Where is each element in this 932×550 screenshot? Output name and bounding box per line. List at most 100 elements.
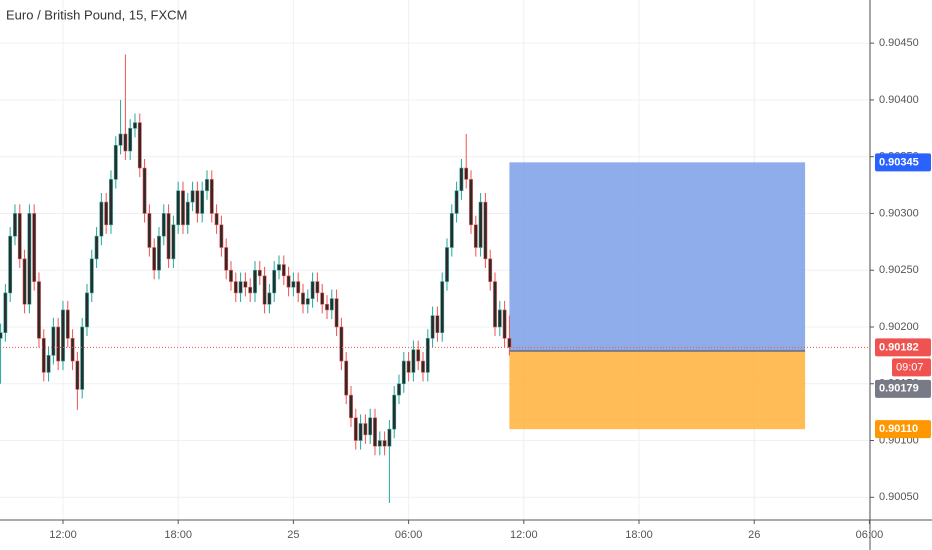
- candle-body: [392, 394, 397, 430]
- candle-body: [473, 224, 478, 248]
- stop-label-box: [875, 420, 931, 439]
- countdown: 09:07: [896, 361, 924, 373]
- candle-body: [89, 258, 94, 294]
- candle-body: [200, 190, 205, 214]
- candle-body: [267, 292, 272, 305]
- candle-body: [224, 247, 229, 271]
- candle-body: [219, 224, 224, 248]
- candle-body: [32, 213, 37, 282]
- candle-body: [176, 190, 181, 226]
- x-tick-label: 12:00: [510, 529, 538, 541]
- candle-body: [214, 213, 219, 226]
- candle-body: [286, 275, 291, 288]
- last-price-label-box: [875, 338, 931, 357]
- candle-body: [449, 213, 454, 248]
- x-tick-label: 06:00: [856, 529, 884, 541]
- candle-body: [397, 383, 401, 396]
- candle-body: [56, 326, 61, 362]
- candle-body: [166, 213, 171, 260]
- target-label: 0.90345: [879, 156, 919, 168]
- x-tick-label: 12:00: [49, 529, 77, 541]
- y-tick-label: 0.90450: [879, 37, 919, 49]
- candle-body: [305, 298, 310, 305]
- candle-body: [113, 145, 118, 180]
- candle-body: [109, 179, 113, 226]
- profit-zone: [509, 162, 806, 351]
- entry-label: 0.90179: [879, 383, 919, 395]
- candle-body: [142, 167, 147, 214]
- candle-body: [310, 281, 315, 299]
- stop-label: 0.90110: [879, 423, 918, 435]
- candle-body: [37, 281, 41, 339]
- candle-body: [253, 269, 257, 294]
- candle-body: [339, 326, 344, 362]
- candle-body: [325, 303, 329, 311]
- candle-body: [233, 281, 238, 294]
- candle-body: [94, 235, 99, 260]
- candle-body: [128, 127, 133, 152]
- x-tick-label: 06:00: [395, 529, 423, 541]
- candle-body: [416, 349, 421, 362]
- y-tick-label: 0.90400: [879, 94, 919, 106]
- candle-body: [497, 309, 502, 328]
- candle-body: [46, 355, 51, 373]
- candle-body: [157, 235, 161, 271]
- y-tick-label: 0.90250: [879, 264, 919, 276]
- candle-body: [425, 338, 430, 373]
- candle-body: [411, 349, 416, 373]
- candle-body: [464, 167, 469, 180]
- candle-body: [387, 428, 392, 447]
- y-tick-label: 0.90200: [879, 321, 919, 333]
- candle-body: [41, 338, 46, 373]
- y-tick-label: 0.90050: [879, 491, 919, 503]
- candle-body: [401, 360, 406, 385]
- candle-body: [209, 179, 214, 214]
- candle-body: [382, 440, 387, 447]
- candle-body: [358, 423, 363, 441]
- candle-body: [161, 213, 166, 237]
- candle-body: [507, 338, 512, 348]
- candle-body: [51, 326, 56, 356]
- candle-body: [296, 281, 301, 294]
- candle-body: [421, 360, 425, 373]
- candle-body: [80, 326, 85, 390]
- candle-body: [3, 292, 8, 333]
- candle-body: [435, 315, 440, 333]
- candle-body: [22, 258, 27, 305]
- candle-body: [229, 269, 233, 282]
- candle-body: [377, 440, 382, 447]
- candle-body: [320, 292, 325, 305]
- candle-body: [171, 224, 176, 260]
- candle-body: [257, 269, 262, 277]
- candle-body: [248, 286, 253, 294]
- candle-body: [85, 292, 89, 328]
- candle-body: [243, 281, 248, 288]
- chart-title: Euro / British Pound, 15, FXCM: [6, 7, 187, 22]
- candle-body: [363, 423, 368, 436]
- candle-body: [329, 298, 334, 311]
- candle-body: [152, 247, 157, 271]
- candle-body: [368, 417, 373, 436]
- candle-body: [181, 190, 185, 226]
- candle-body: [493, 281, 497, 328]
- candle-body: [277, 264, 281, 271]
- y-tick-label: 0.90300: [879, 207, 919, 219]
- candle-body: [137, 122, 142, 169]
- candle-body: [70, 338, 75, 362]
- candle-body: [13, 213, 17, 237]
- x-tick-label: 25: [287, 529, 299, 541]
- candle-body: [65, 309, 70, 339]
- candle-body: [291, 281, 296, 288]
- candle-body: [373, 417, 377, 447]
- candle-body: [75, 360, 80, 390]
- candle-body: [445, 247, 449, 282]
- entry-label-box: [875, 379, 931, 398]
- candle-body: [133, 122, 137, 129]
- candle-body: [315, 281, 320, 294]
- axes: 0.900500.901000.901500.902000.902500.903…: [49, 37, 931, 541]
- candle-body: [61, 309, 65, 362]
- candle-body: [262, 275, 267, 305]
- candle-body: [301, 292, 305, 305]
- candle-body: [272, 269, 277, 294]
